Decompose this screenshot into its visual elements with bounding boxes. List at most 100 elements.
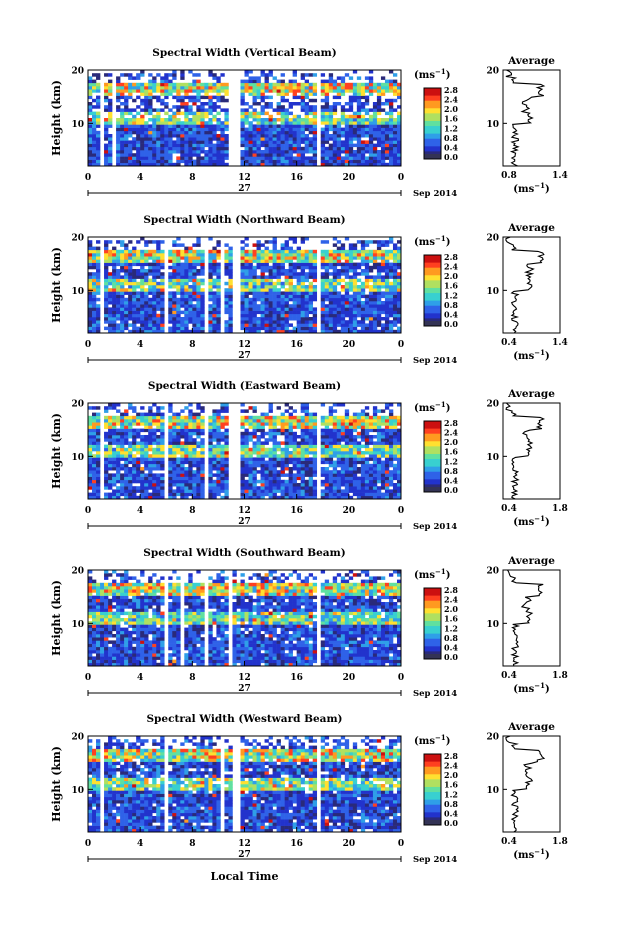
heatmap-cell (176, 92, 181, 96)
heatmap-cell (368, 118, 374, 122)
heatmap-cell (300, 265, 305, 270)
heatmap-cell (172, 495, 177, 500)
heatmap-cell (160, 156, 165, 160)
heatmap-cell (116, 301, 121, 305)
heatmap-cell (336, 463, 342, 468)
heatmap-cell (384, 285, 390, 289)
heatmap-cell (352, 275, 358, 279)
heatmap-cell (320, 159, 326, 164)
heatmap-cell (360, 307, 366, 311)
heatmap-cell (168, 253, 173, 257)
heatmap-cell (392, 121, 398, 125)
heatmap-cell (220, 134, 225, 138)
heatmap-cell (252, 326, 257, 331)
heatmap-cell (212, 323, 217, 327)
heatmap-cell (328, 470, 334, 474)
heatmap-cell (336, 143, 342, 148)
heatmap-cell (308, 272, 314, 276)
heatmap-cell (116, 127, 121, 132)
heatmap-cell (128, 457, 133, 461)
heatmap-cell (280, 124, 285, 128)
heatmap-cell (300, 118, 305, 122)
heatmap-cell (92, 454, 97, 458)
heatmap-cell (368, 288, 374, 292)
heatmap-cell (108, 317, 113, 321)
heatmap-cell (296, 137, 301, 141)
heatmap-cell (388, 489, 394, 493)
heatmap-cell (120, 265, 125, 270)
heatmap-cell (212, 265, 217, 270)
heatmap-cell (156, 326, 161, 331)
heatmap-cell (108, 253, 113, 257)
heatmap-cell (372, 486, 378, 490)
heatmap-cell (304, 291, 309, 295)
heatmap-cell (364, 489, 370, 493)
heatmap-cell (212, 313, 217, 318)
heatmap-cell (144, 444, 149, 449)
avg-x-tick-label: 1.4 (552, 338, 568, 348)
heatmap-cell (388, 249, 394, 254)
heatmap-cell (320, 89, 326, 93)
heatmap-cell (172, 297, 177, 302)
heatmap-cell (376, 320, 382, 324)
heatmap-cell (176, 288, 181, 292)
heatmap-cell (172, 463, 177, 468)
heatmap-cell (344, 463, 350, 468)
heatmap-cell (132, 301, 137, 305)
heatmap-cell (96, 317, 101, 321)
heatmap-cell (308, 457, 314, 461)
colorbar-swatch (424, 270, 441, 274)
colorbar-swatch (424, 255, 441, 258)
heatmap-cell (104, 240, 109, 244)
heatmap-cell (96, 460, 101, 465)
heatmap-cell (112, 463, 117, 468)
heatmap-cell (396, 140, 402, 144)
heatmap-cell (96, 467, 101, 471)
heatmap-cell (120, 473, 125, 477)
heatmap-cell (88, 320, 93, 324)
heatmap-cell (224, 460, 229, 465)
heatmap-cell (360, 253, 366, 257)
heatmap-cell (328, 86, 334, 90)
heatmap-cell (392, 86, 398, 90)
heatmap-cell (388, 460, 394, 465)
heatmap-cell (300, 150, 305, 154)
heatmap-cell (320, 105, 326, 109)
heatmap-cell (156, 307, 161, 311)
heatmap-cell (384, 162, 390, 167)
heatmap-cell (348, 134, 354, 138)
heatmap-cell (160, 291, 165, 295)
heatmap-cell (288, 278, 293, 283)
heatmap-cell (88, 281, 93, 286)
colorbar-unit: (ms−1) (414, 234, 450, 248)
heatmap-cell (180, 435, 185, 439)
heatmap-cell (168, 460, 173, 465)
heatmap-cell (228, 313, 233, 318)
heatmap-cell (264, 301, 269, 305)
heatmap-cell (124, 259, 129, 263)
heatmap-cell (312, 317, 318, 321)
heatmap-cell (180, 278, 185, 283)
y-tick-label: 10 (71, 287, 84, 297)
colorbar-tick-label: 1.6 (444, 281, 458, 291)
heatmap-cell (260, 162, 265, 167)
heatmap-cell (120, 259, 125, 263)
heatmap-cell (372, 454, 378, 458)
heatmap-cell (152, 121, 157, 125)
heatmap-cell (320, 460, 326, 465)
heatmap-cell (156, 89, 161, 93)
heatmap-cell (356, 102, 362, 106)
heatmap-cell (168, 492, 173, 497)
heatmap-cell (156, 118, 161, 122)
heatmap-cell (172, 111, 177, 116)
heatmap-cell (212, 153, 217, 157)
heatmap-cell (352, 253, 358, 257)
heatmap-cell (152, 162, 157, 167)
heatmap-cell (192, 473, 197, 477)
heatmap-cell (152, 454, 157, 458)
heatmap-cell (292, 249, 297, 254)
heatmap-cell (260, 476, 265, 481)
heatmap-cell (212, 435, 217, 439)
heatmap-cell (192, 304, 197, 308)
heatmap-cell (244, 479, 249, 484)
